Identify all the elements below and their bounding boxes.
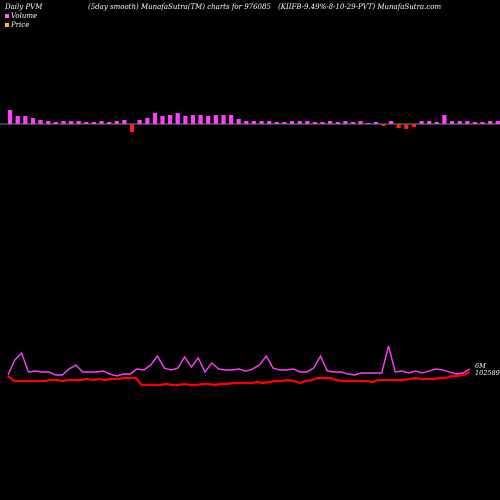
volume-bar [251,121,256,124]
volume-bar [114,121,119,124]
volume-bar [320,122,325,124]
price-end-label: 102589.0 [475,369,500,377]
volume-bar [411,124,417,127]
volume-bar [457,121,462,124]
volume-bar [30,118,36,124]
legend-price-label: Price [11,21,30,29]
volume-bar [396,124,401,128]
volume-bar [373,122,378,124]
volume-bar [46,121,51,124]
volume-bar [495,121,500,124]
volume-bar [152,113,157,124]
volume-bar [84,122,89,124]
volume-bar [480,122,485,124]
volume-bar [145,118,150,124]
volume-bar [282,122,287,124]
volume-bar [442,115,447,124]
volume-bar [38,120,43,124]
volume-bar [107,122,112,124]
volume-bar [69,121,74,124]
volume-bar [122,120,127,124]
volume-bar [381,124,386,126]
volume-bar [175,113,180,124]
volume-bar [350,122,356,124]
volume-bar [312,122,317,124]
volume-bar [259,121,264,124]
volume-bar [389,121,394,124]
volume-bar [160,116,165,124]
volume-bar [213,115,218,124]
volume-bar [183,116,188,124]
header-left: Daily PVM [5,3,43,11]
volume-bar [198,115,203,124]
volume-bar [404,124,409,129]
volume-bar [465,121,470,124]
legend-price-swatch [5,23,9,27]
volume-bars [8,110,500,132]
volume-bar [15,116,20,124]
volume-bar [190,115,196,124]
volume-bar [99,121,104,124]
legend-price: Price [5,21,29,29]
volume-bar [206,116,211,124]
legend-volume-label: Volume [11,12,38,20]
volume-bar [289,121,295,124]
pvm-end-label: 6M [475,362,486,370]
volume-bar [91,122,96,124]
volume-bar [244,121,249,124]
volume-bar [419,121,424,124]
price-line [7,371,471,387]
volume-bar [23,116,28,124]
volume-bar [53,122,58,124]
volume-bar [366,123,371,124]
volume-bar [76,121,81,124]
volume-bar [221,115,226,124]
volume-bar [450,121,455,124]
volume-bar [267,121,272,124]
volume-bar [236,119,241,124]
header-right: (KIIFB-9.49%-8-10-29-PVT) MunafaSutra.co… [278,3,442,11]
volume-bar [472,122,477,124]
volume-bar [168,115,173,124]
legend-volume-swatch [5,14,9,18]
volume-bar [8,110,13,124]
pvm-line [7,345,471,377]
volume-bar [358,121,363,124]
volume-bar [129,124,135,132]
volume-bar [274,122,279,124]
volume-bar [61,121,66,124]
volume-bar [434,122,439,124]
volume-bar [328,121,333,124]
volume-bar [335,122,340,124]
header-center: (5day smooth) MunafaSutra(TM) charts for… [88,3,271,11]
volume-bar [305,121,310,124]
legend-volume: Volume [5,12,37,20]
volume-bar [229,115,234,124]
volume-bar [137,120,142,124]
volume-bar [427,121,432,124]
volume-bar [343,121,348,124]
volume-bar [488,121,493,124]
volume-bar [297,121,302,124]
